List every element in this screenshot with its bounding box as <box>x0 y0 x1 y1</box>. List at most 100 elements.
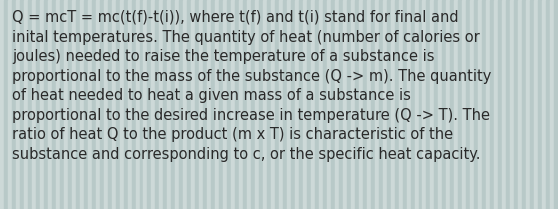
Bar <box>191 0 195 209</box>
Bar <box>395 0 398 209</box>
Bar <box>323 0 327 209</box>
Bar <box>359 0 363 209</box>
Bar <box>203 0 207 209</box>
Bar <box>490 0 494 209</box>
Bar <box>60 0 64 209</box>
Bar <box>151 0 156 209</box>
Bar <box>259 0 263 209</box>
Bar <box>450 0 454 209</box>
Bar <box>315 0 319 209</box>
Bar <box>64 0 68 209</box>
Bar <box>311 0 315 209</box>
Bar <box>426 0 430 209</box>
Bar <box>20 0 24 209</box>
Bar <box>498 0 502 209</box>
Bar <box>116 0 119 209</box>
Bar <box>347 0 351 209</box>
Bar <box>407 0 411 209</box>
Bar <box>36 0 40 209</box>
Bar <box>482 0 486 209</box>
Bar <box>40 0 44 209</box>
Bar <box>435 0 439 209</box>
Bar <box>367 0 371 209</box>
Bar <box>351 0 355 209</box>
Bar <box>24 0 28 209</box>
Bar <box>255 0 259 209</box>
Bar <box>44 0 48 209</box>
Bar <box>88 0 92 209</box>
Bar <box>287 0 291 209</box>
Bar <box>112 0 116 209</box>
Bar <box>550 0 554 209</box>
Bar <box>446 0 450 209</box>
Bar <box>554 0 558 209</box>
Bar <box>175 0 179 209</box>
Bar <box>184 0 187 209</box>
Bar <box>163 0 167 209</box>
Bar <box>72 0 76 209</box>
Bar <box>76 0 80 209</box>
Bar <box>430 0 435 209</box>
Bar <box>16 0 20 209</box>
Bar <box>68 0 72 209</box>
Bar <box>299 0 303 209</box>
Bar <box>518 0 522 209</box>
Bar <box>199 0 203 209</box>
Bar <box>247 0 251 209</box>
Bar <box>267 0 271 209</box>
Bar <box>526 0 530 209</box>
Bar <box>104 0 108 209</box>
Bar <box>235 0 239 209</box>
Bar <box>502 0 506 209</box>
Bar <box>84 0 88 209</box>
Bar <box>383 0 387 209</box>
Bar <box>211 0 215 209</box>
Bar <box>223 0 227 209</box>
Bar <box>243 0 247 209</box>
Bar <box>343 0 347 209</box>
Bar <box>179 0 184 209</box>
Bar <box>411 0 415 209</box>
Bar <box>327 0 331 209</box>
Bar <box>418 0 422 209</box>
Bar <box>335 0 339 209</box>
Bar <box>303 0 307 209</box>
Bar <box>494 0 498 209</box>
Bar <box>171 0 175 209</box>
Bar <box>415 0 418 209</box>
Bar <box>12 0 16 209</box>
Bar <box>123 0 128 209</box>
Bar <box>207 0 211 209</box>
Bar <box>143 0 147 209</box>
Bar <box>402 0 407 209</box>
Bar <box>147 0 151 209</box>
Bar <box>506 0 510 209</box>
Bar <box>291 0 295 209</box>
Bar <box>486 0 490 209</box>
Bar <box>119 0 123 209</box>
Bar <box>398 0 402 209</box>
Bar <box>132 0 136 209</box>
Bar <box>442 0 446 209</box>
Bar <box>140 0 143 209</box>
Bar <box>167 0 171 209</box>
Bar <box>466 0 470 209</box>
Bar <box>439 0 442 209</box>
Bar <box>100 0 104 209</box>
Bar <box>275 0 279 209</box>
Bar <box>363 0 367 209</box>
Bar <box>32 0 36 209</box>
Bar <box>339 0 343 209</box>
Bar <box>534 0 538 209</box>
Bar <box>92 0 95 209</box>
Bar <box>128 0 132 209</box>
Bar <box>160 0 163 209</box>
Bar <box>391 0 395 209</box>
Bar <box>530 0 534 209</box>
Bar <box>470 0 474 209</box>
Bar <box>48 0 52 209</box>
Bar <box>136 0 140 209</box>
Bar <box>279 0 283 209</box>
Bar <box>231 0 235 209</box>
Bar <box>219 0 223 209</box>
